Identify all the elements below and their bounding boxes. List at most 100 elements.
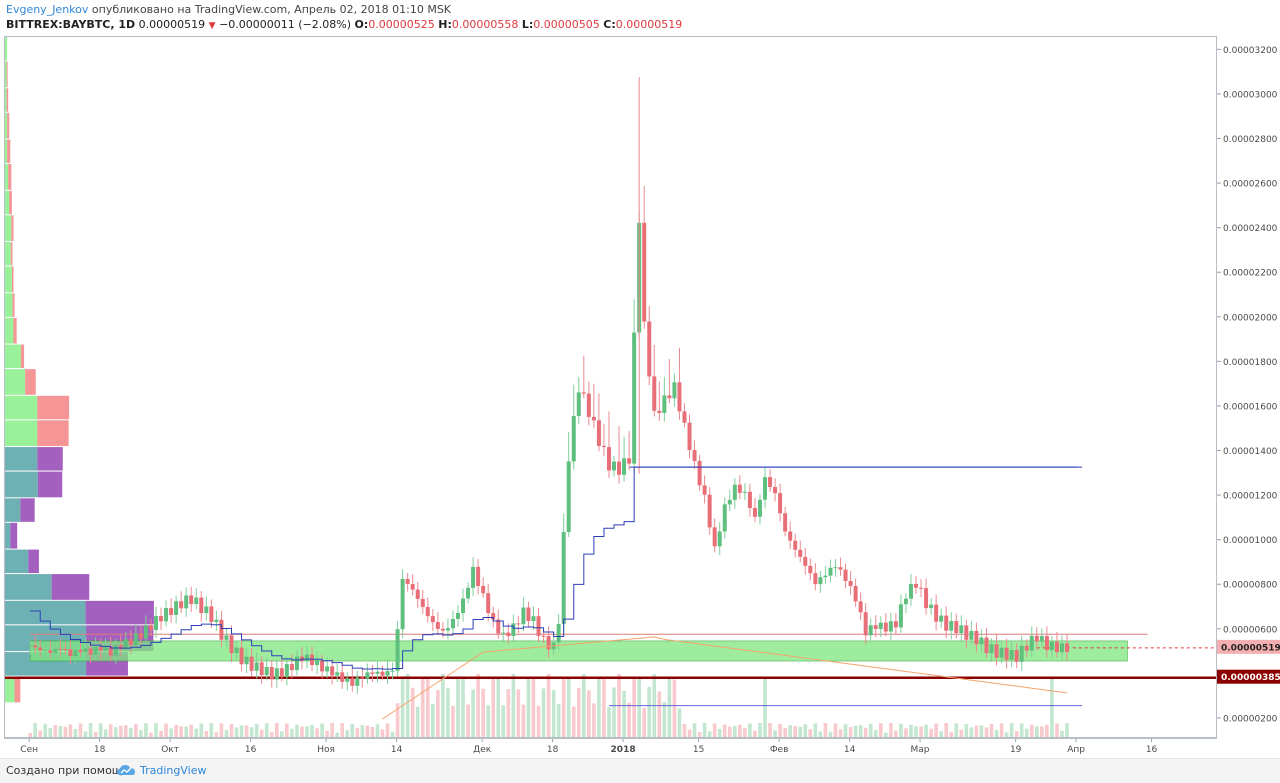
candle-body: [873, 625, 878, 629]
profile-bar-up: [5, 471, 38, 498]
volume-bar: [320, 723, 324, 737]
volume-bar: [748, 723, 752, 737]
volume-bar: [325, 730, 329, 737]
candle-body: [803, 556, 808, 566]
volume-bar: [733, 726, 737, 737]
tradingview-brand[interactable]: TradingView: [140, 764, 207, 777]
volume-bar: [556, 704, 561, 737]
candle-body: [747, 491, 752, 508]
candle-body: [38, 647, 43, 651]
candle-body: [692, 450, 697, 461]
volume-bar: [984, 727, 989, 737]
price-tick-label: 0.00002200: [1223, 269, 1278, 279]
candle-body: [833, 567, 838, 569]
price-axis[interactable]: 0.000002000.000004000.000006000.00000800…: [1217, 36, 1280, 738]
candle-body: [450, 618, 455, 629]
profile-bar-up: [5, 369, 26, 395]
candle-body: [672, 382, 677, 399]
candle-body: [612, 461, 617, 471]
volume-bar: [249, 727, 254, 737]
candle-body: [209, 606, 214, 622]
volume-bar: [753, 730, 757, 737]
volume-bar: [803, 724, 808, 737]
volume-bar: [511, 674, 516, 737]
volume-bar: [657, 691, 662, 737]
open-label: O:: [354, 18, 369, 31]
tradingview-cloud-icon[interactable]: [116, 763, 136, 777]
volume-bar: [833, 723, 838, 737]
price-label-text: 0.00000385: [1221, 673, 1280, 683]
candle-body: [315, 660, 320, 666]
candle-body: [944, 615, 949, 631]
candle-body: [375, 671, 380, 674]
candle-body: [989, 644, 994, 654]
candle-body: [229, 635, 234, 654]
volume-bar: [914, 726, 918, 737]
volume-bar: [154, 723, 158, 737]
close-value: 0.00000519: [615, 18, 683, 31]
profile-bar-up: [5, 88, 7, 112]
price-chart[interactable]: [5, 37, 1217, 738]
volume-bar: [476, 674, 480, 737]
volume-bar: [516, 689, 521, 737]
volume-bar: [702, 723, 707, 737]
author-link[interactable]: Evgeny_Jenkov: [6, 3, 89, 16]
price-tick-label: 0.00001400: [1223, 447, 1278, 457]
price-tick-label: 0.00000200: [1223, 714, 1278, 724]
candle-body: [521, 607, 526, 625]
candle-body: [310, 654, 315, 666]
volume-bar: [310, 724, 314, 737]
candle-body: [244, 656, 249, 665]
profile-bar-up: [5, 215, 12, 242]
profile-bar-up: [5, 139, 8, 164]
volume-bar: [828, 731, 833, 737]
volume-bar: [919, 726, 923, 737]
candle-body: [1044, 636, 1049, 651]
profile-bar-down: [6, 61, 8, 88]
volume-bar: [1045, 724, 1049, 737]
volume-bar: [73, 729, 78, 737]
candle-body: [420, 598, 425, 607]
candle-body: [783, 513, 788, 532]
candle-body: [823, 575, 828, 578]
candle-body: [370, 672, 375, 674]
profile-bar-down: [11, 266, 14, 293]
volume-bar: [335, 732, 339, 737]
volume-bar: [566, 679, 571, 737]
volume-bar: [400, 679, 405, 737]
volume-bar: [214, 732, 219, 737]
volume-bar: [894, 730, 898, 737]
profile-bar-down: [6, 88, 9, 112]
volume-bar: [53, 725, 58, 737]
chart-pane[interactable]: [4, 36, 1217, 738]
volume-bar: [682, 724, 687, 737]
candle-body: [903, 598, 908, 605]
volume-bar: [697, 732, 702, 737]
volume-bar: [466, 704, 470, 737]
candle-body: [863, 612, 868, 636]
volume-bar: [949, 732, 954, 737]
candle-body: [959, 625, 964, 634]
candle-body: [189, 595, 194, 605]
volume-bar: [793, 725, 798, 737]
time-axis[interactable]: Сен 18 Окт 16 Ноя 14 Дек 18 2018 15 Фев 14 Мар 19 Апр 1…: [4, 738, 1217, 758]
candle-body: [994, 644, 999, 658]
candle-body: [445, 628, 450, 631]
volume-bar: [78, 723, 83, 737]
candle-body: [586, 393, 591, 417]
volume-bar: [179, 726, 183, 737]
candle-body: [727, 499, 732, 505]
candle-body: [732, 484, 737, 500]
volume-bar: [224, 729, 229, 737]
volume-bar: [350, 723, 355, 737]
volume-bar: [481, 688, 485, 737]
price-tick-label: 0.00002000: [1223, 313, 1278, 323]
candle-body: [793, 540, 798, 550]
volume-bar: [471, 689, 475, 737]
candle-body: [1014, 650, 1019, 662]
profile-bar-up: [5, 112, 8, 139]
volume-bar: [496, 677, 501, 737]
candle-body: [320, 660, 325, 672]
candle-body: [63, 649, 68, 651]
candle-body: [340, 672, 345, 682]
